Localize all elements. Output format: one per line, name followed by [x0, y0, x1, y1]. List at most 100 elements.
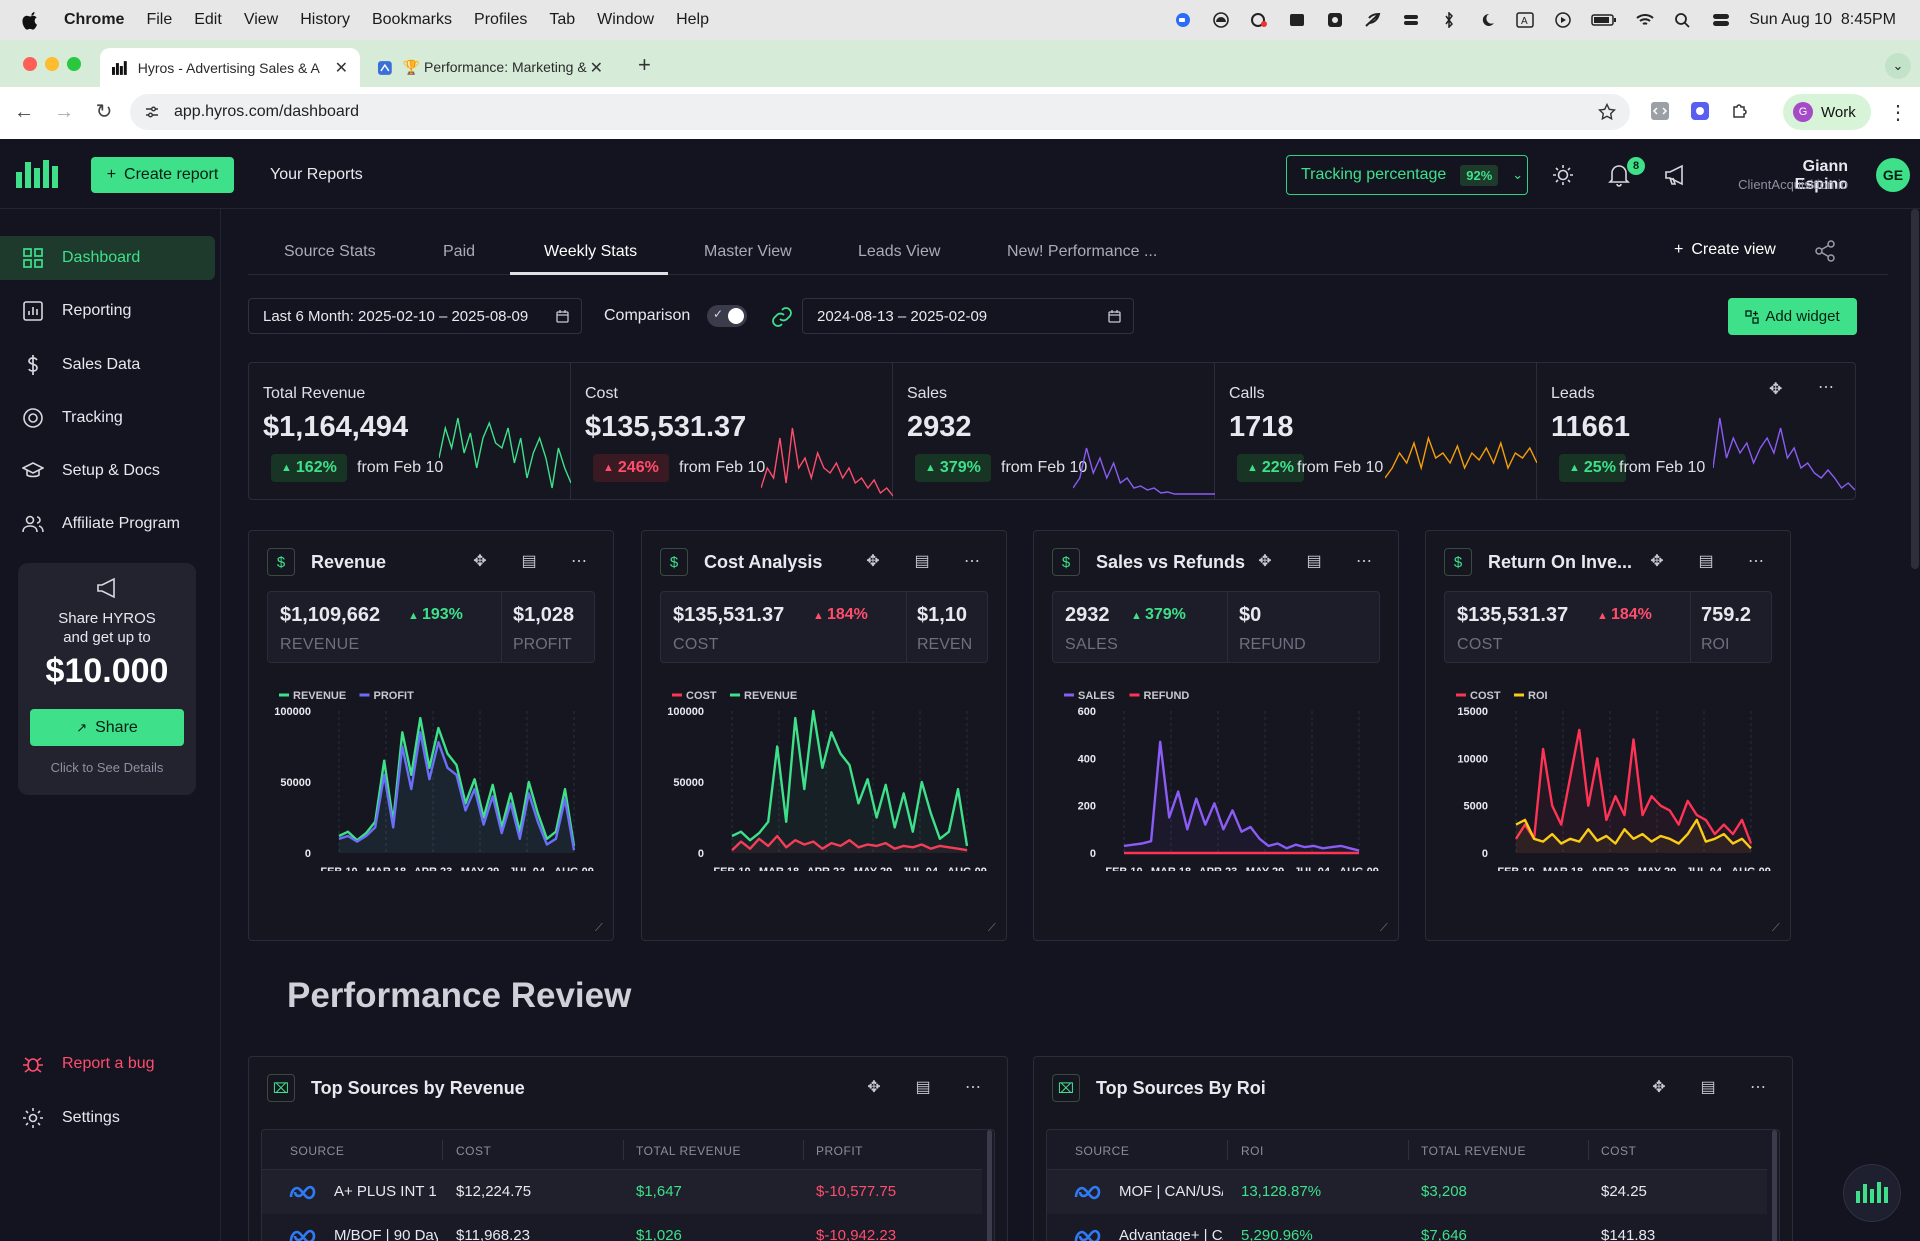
menu-help[interactable]: Help	[676, 11, 709, 28]
move-icon[interactable]: ✥	[473, 553, 487, 570]
notes-icon[interactable]: ▤	[915, 1079, 931, 1096]
profile-button[interactable]: G Work	[1783, 94, 1871, 130]
creative-cloud-icon[interactable]	[1249, 12, 1269, 28]
apple-icon[interactable]	[22, 10, 40, 30]
move-icon[interactable]: ✥	[1258, 553, 1272, 570]
date-range-picker[interactable]: Last 6 Month: 2025-02-10 – 2025-08-09	[248, 298, 582, 334]
megaphone-icon[interactable]	[1664, 164, 1688, 186]
column-header[interactable]: PROFIT	[816, 1144, 863, 1158]
browser-tab-performance[interactable]: 🏆 Performance: Marketing & ✕	[365, 48, 615, 87]
menubar-datetime[interactable]: Sun Aug 10 8:45PM	[1749, 11, 1896, 28]
wifi-icon[interactable]	[1635, 12, 1655, 28]
browser-tab-hyros[interactable]: Hyros - Advertising Sales & A ✕	[100, 48, 360, 87]
more-options-icon[interactable]: ⋯	[965, 1079, 981, 1096]
comparison-toggle[interactable]: ✓	[707, 305, 747, 327]
series-line[interactable]	[338, 716, 576, 847]
address-bar[interactable]: app.hyros.com/dashboard	[130, 94, 1630, 130]
add-widget-button[interactable]: Add widget	[1728, 298, 1857, 335]
bookmark-star-icon[interactable]	[1598, 103, 1616, 121]
menu-edit[interactable]: Edit	[194, 11, 222, 28]
gear-badge-icon[interactable]	[1325, 12, 1345, 28]
move-icon[interactable]: ✥	[1769, 381, 1783, 398]
sidebar-item-dashboard[interactable]: Dashboard	[0, 236, 215, 280]
play-icon[interactable]	[1553, 12, 1573, 28]
menu-app-chrome[interactable]: Chrome	[64, 11, 125, 28]
site-settings-icon[interactable]	[144, 104, 160, 120]
reload-icon[interactable]: ↻	[95, 101, 113, 123]
search-icon[interactable]	[1673, 12, 1693, 28]
more-options-icon[interactable]: ⋯	[1818, 379, 1834, 396]
tab-leads-view[interactable]: Leads View	[858, 243, 941, 260]
minimize-window-button[interactable]	[45, 57, 59, 71]
resize-handle-icon[interactable]: ⟋	[1772, 922, 1780, 934]
column-header[interactable]: SOURCE	[290, 1144, 345, 1158]
stack-icon[interactable]	[1401, 12, 1421, 28]
tab-paid[interactable]: Paid	[443, 243, 476, 260]
close-tab-icon[interactable]: ✕	[334, 59, 348, 77]
comparison-date-picker[interactable]: 2024-08-13 – 2025-02-09	[802, 298, 1134, 334]
share-icon[interactable]	[1813, 239, 1837, 263]
bell-icon[interactable]	[1608, 163, 1630, 187]
menu-history[interactable]: History	[300, 11, 350, 28]
notes-icon[interactable]: ▤	[914, 553, 930, 570]
sun-icon[interactable]	[1552, 164, 1574, 186]
menu-profiles[interactable]: Profiles	[474, 11, 528, 28]
settings-link[interactable]: Settings	[0, 1096, 215, 1140]
stat-leads[interactable]: Leads 11661 ▲ 25% from Feb 10 ✥ ⋯	[1537, 363, 1855, 499]
maximize-window-button[interactable]	[67, 57, 81, 71]
stat-sales[interactable]: Sales 2932 ▲ 379% from Feb 10	[893, 363, 1215, 499]
back-arrow-icon[interactable]: ←	[14, 101, 34, 123]
move-icon[interactable]: ✥	[1652, 1079, 1666, 1096]
table-scrollbar[interactable]	[987, 1130, 992, 1241]
legend-item[interactable]: REFUND	[1129, 690, 1190, 702]
series-line[interactable]	[1515, 818, 1752, 850]
menu-bookmarks[interactable]: Bookmarks	[371, 11, 453, 28]
column-header[interactable]: ROI	[1241, 1144, 1264, 1158]
share-button[interactable]: ↗ Share	[30, 709, 184, 746]
cloud-icon[interactable]	[1211, 12, 1231, 28]
your-reports-link[interactable]: Your Reports	[270, 166, 363, 183]
legend-item[interactable]: COST	[672, 690, 717, 702]
tab-performance[interactable]: New! Performance ...	[1007, 243, 1158, 260]
share-hint[interactable]: Click to See Details	[50, 760, 164, 775]
tab-source-stats[interactable]: Source Stats	[284, 243, 376, 260]
battery-icon[interactable]	[1591, 12, 1617, 28]
move-icon[interactable]: ✥	[1650, 553, 1664, 570]
zoom-icon[interactable]	[1173, 12, 1193, 28]
close-window-button[interactable]	[23, 57, 37, 71]
page-scrollbar[interactable]	[1911, 209, 1919, 569]
create-report-button[interactable]: + Create report	[91, 157, 234, 193]
series-line[interactable]	[731, 834, 968, 852]
legend-item[interactable]: REVENUE	[279, 690, 346, 702]
moon-icon[interactable]	[1477, 12, 1497, 28]
code-extension-icon[interactable]	[1650, 101, 1670, 121]
column-header[interactable]: COST	[456, 1144, 492, 1158]
legend-item[interactable]: REVENUE	[730, 690, 797, 702]
sidebar-item-reporting[interactable]: Reporting	[0, 289, 215, 333]
table-row[interactable]: MOF | CAN/US/ 13,128.87% $3,208 $24.25	[1047, 1170, 1767, 1214]
legend-item[interactable]: SALES	[1064, 690, 1115, 702]
report-bug-link[interactable]: Report a bug	[0, 1042, 215, 1086]
notes-icon[interactable]: ▤	[1698, 553, 1714, 570]
move-icon[interactable]: ✥	[867, 1079, 881, 1096]
table-row[interactable]: A+ PLUS INT 1 | $12,224.75 $1,647 $-10,5…	[262, 1170, 982, 1214]
move-icon[interactable]: ✥	[866, 553, 880, 570]
table-row[interactable]: M/BOF | 90 Day $11,968.23 $1,026 $-10,94…	[262, 1214, 982, 1241]
menu-window[interactable]: Window	[597, 11, 655, 28]
resize-handle-icon[interactable]: ⟋	[1380, 922, 1388, 934]
table-scrollbar[interactable]	[1772, 1130, 1777, 1241]
column-header[interactable]: SOURCE	[1075, 1144, 1130, 1158]
series-line[interactable]	[338, 731, 576, 851]
series-line[interactable]	[1123, 740, 1360, 852]
menu-file[interactable]: File	[146, 11, 173, 28]
stat-total-revenue[interactable]: Total Revenue $1,164,494 ▲ 162% from Feb …	[249, 363, 571, 499]
more-options-icon[interactable]: ⋯	[571, 553, 587, 570]
tab-master-view[interactable]: Master View	[704, 243, 792, 260]
sidebar-item-setup-docs[interactable]: Setup & Docs	[0, 449, 215, 493]
tab-weekly-stats[interactable]: Weekly Stats	[544, 243, 638, 260]
more-options-icon[interactable]: ⋯	[964, 553, 980, 570]
sidebar-item-sales-data[interactable]: Sales Data	[0, 343, 215, 387]
legend-item[interactable]: PROFIT	[359, 690, 415, 702]
media-icon[interactable]	[1287, 12, 1307, 28]
menu-tab[interactable]: Tab	[549, 11, 576, 28]
